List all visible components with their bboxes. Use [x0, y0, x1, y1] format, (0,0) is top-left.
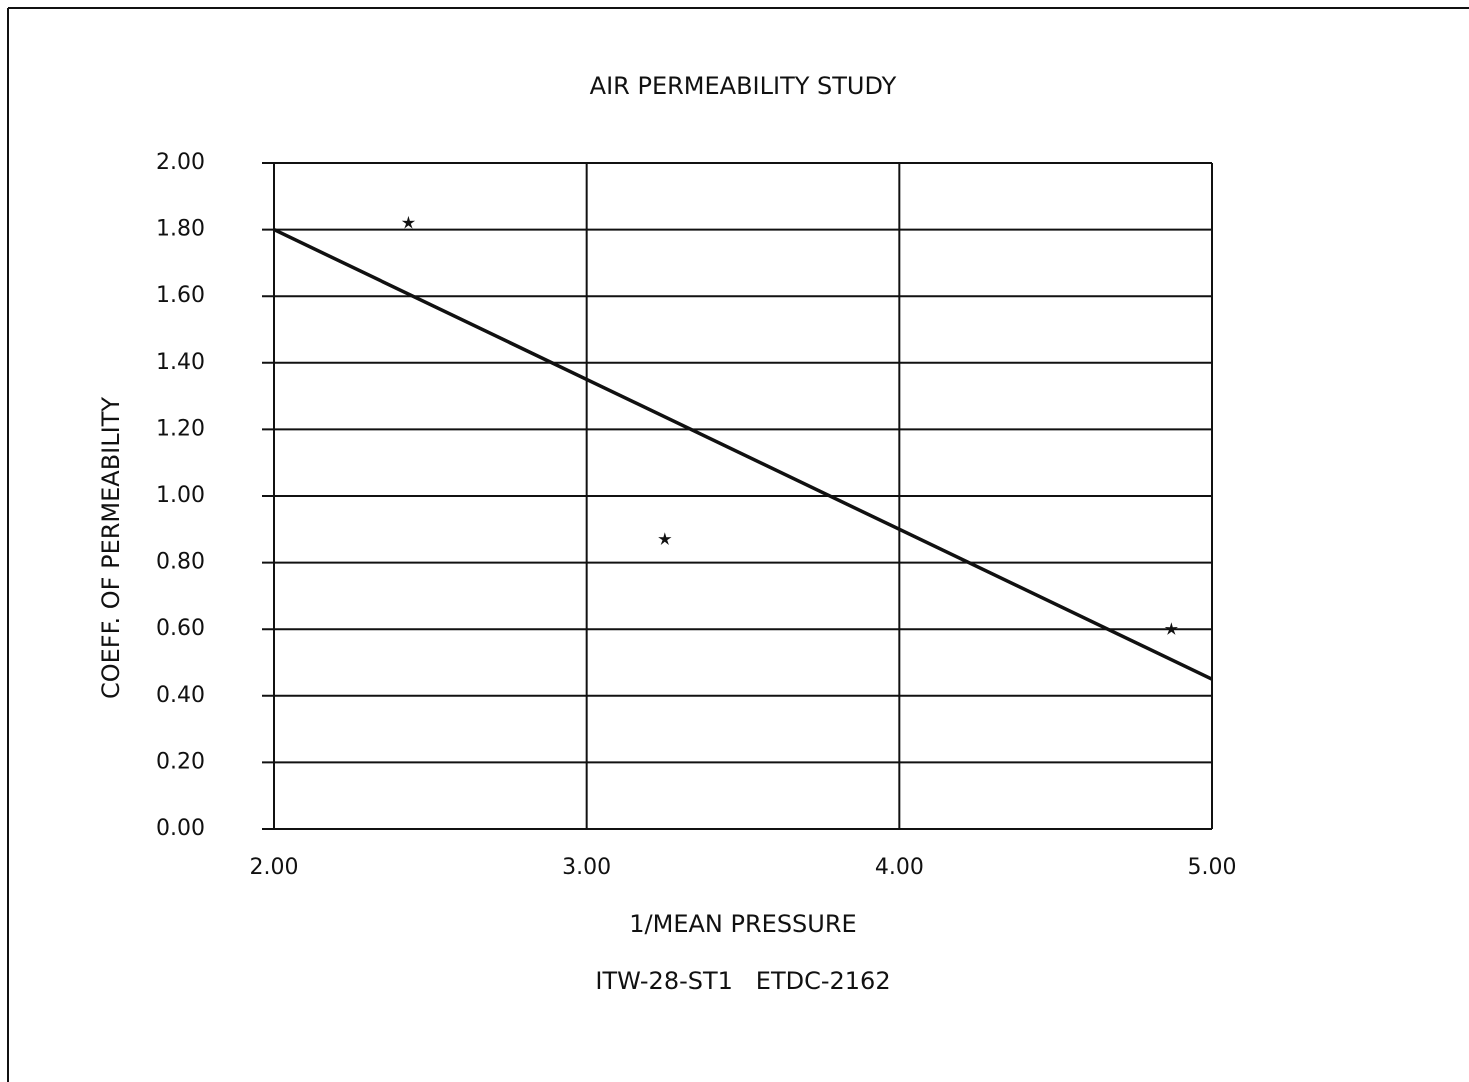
- y-tick-label: 1.60: [156, 283, 205, 308]
- y-tick-label: 1.80: [156, 217, 205, 242]
- chart-title: AIR PERMEABILITY STUDY: [590, 72, 897, 100]
- x-tick-label: 3.00: [562, 855, 611, 880]
- y-tick-label: 2.00: [156, 150, 205, 175]
- subtitle: ITW-28-ST1 ETDC-2162: [595, 967, 890, 995]
- fit-line: [273, 228, 1213, 681]
- x-tick-label: 5.00: [1188, 855, 1237, 880]
- data-point: [401, 215, 416, 229]
- y-tick-label: 0.00: [156, 816, 205, 841]
- data-point: [658, 532, 672, 545]
- y-tick-label: 0.40: [156, 683, 205, 708]
- data-point: [1164, 622, 1178, 635]
- y-tick-label: 0.80: [156, 550, 205, 575]
- y-axis-label: COEFF. OF PERMEABILITY: [97, 397, 125, 699]
- y-tick-label: 0.60: [156, 616, 205, 641]
- y-tick-label: 0.20: [156, 749, 205, 774]
- y-tick-label: 1.20: [156, 416, 205, 441]
- y-tick-label: 1.00: [156, 483, 205, 508]
- x-axis-label: 1/MEAN PRESSURE: [629, 910, 856, 938]
- x-tick-label: 4.00: [875, 855, 924, 880]
- y-tick-label: 1.40: [156, 350, 205, 375]
- x-tick-label: 2.00: [250, 855, 299, 880]
